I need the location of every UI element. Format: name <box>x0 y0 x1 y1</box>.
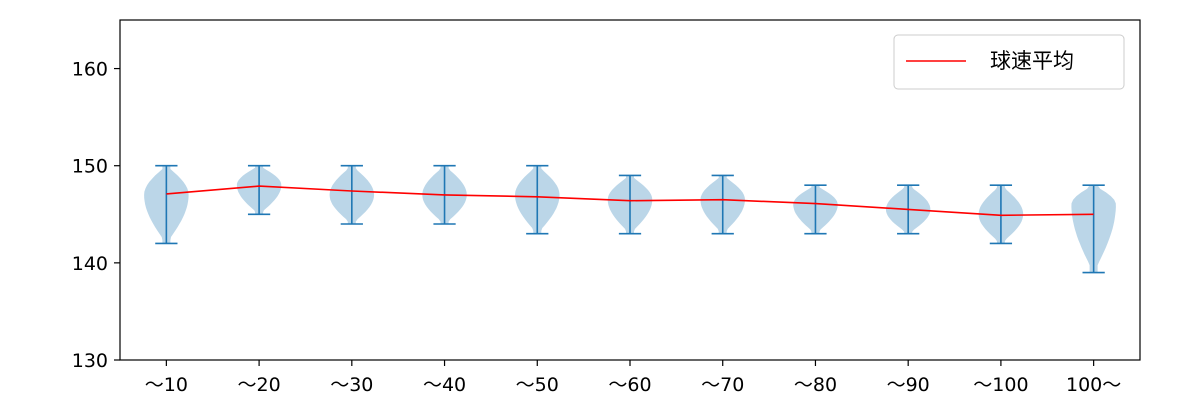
x-tick-label: ～80 <box>794 374 837 396</box>
mean-line-group <box>166 185 1094 217</box>
x-tick-label: ～60 <box>608 374 651 396</box>
x-tick-label: ～30 <box>330 374 373 396</box>
violin-group <box>144 165 1116 273</box>
x-tick-label: ～20 <box>237 374 280 396</box>
x-tick-label: ～40 <box>423 374 466 396</box>
mean-speed-line <box>166 185 1094 217</box>
x-tick-label: ～100 <box>973 374 1028 396</box>
x-tick-label: ～50 <box>516 374 559 396</box>
x-axis: ～10 ～20 ～30 ～40 ～50 ～60 ～70 ～80 ～90 ～100 100～ <box>145 360 1121 396</box>
x-tick-label: ～10 <box>145 374 188 396</box>
x-tick-label: 100～ <box>1066 374 1121 396</box>
y-axis: 130 140 150 160 <box>72 59 120 372</box>
legend: 球速平均 <box>893 34 1125 90</box>
y-tick-label: 160 <box>72 59 108 81</box>
y-tick-label: 140 <box>72 253 108 275</box>
y-tick-label: 130 <box>72 350 108 372</box>
legend-label-mean-speed: 球速平均 <box>990 49 1074 73</box>
x-tick-label: ～70 <box>701 374 744 396</box>
y-tick-label: 150 <box>72 156 108 178</box>
x-tick-label: ～90 <box>887 374 930 396</box>
legend-box <box>893 34 1125 90</box>
